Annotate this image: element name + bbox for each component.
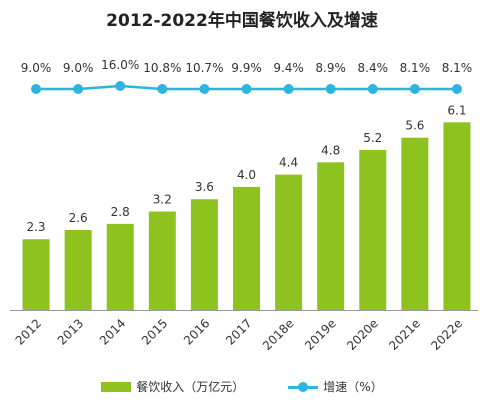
x-tick-label-2015: 2015 bbox=[139, 316, 170, 347]
growth-value-label-2020e: 8.4% bbox=[358, 61, 389, 75]
growth-point-2021e bbox=[409, 84, 420, 94]
x-tick-label-2019e: 2019e bbox=[302, 316, 339, 353]
legend-label-revenue: 餐饮收入（万亿元） bbox=[136, 380, 245, 394]
bar-2019e bbox=[317, 162, 345, 310]
growth-value-label-2018e: 9.4% bbox=[273, 61, 304, 75]
bar-2021e bbox=[401, 137, 429, 310]
bar-2018e bbox=[275, 174, 303, 310]
bar-group bbox=[22, 122, 471, 310]
bar-value-label-2012: 2.3 bbox=[26, 220, 45, 234]
x-tick-label-2022e: 2022e bbox=[428, 316, 465, 353]
x-tick-label-2021e: 2021e bbox=[386, 316, 423, 353]
bar-value-label-2017: 4.0 bbox=[237, 168, 256, 182]
growth-point-2022e bbox=[451, 84, 462, 94]
x-tick-label-2013: 2013 bbox=[55, 316, 86, 347]
bar-value-label-2016: 3.6 bbox=[195, 180, 214, 194]
growth-point-2016 bbox=[199, 84, 210, 94]
growth-point-2019e bbox=[325, 84, 336, 94]
growth-point-2020e bbox=[367, 84, 378, 94]
chart-title: 2012-2022年中国餐饮收入及增速 bbox=[106, 11, 378, 31]
bar-2014 bbox=[106, 223, 134, 310]
growth-point-2013 bbox=[73, 84, 84, 94]
growth-point-2014 bbox=[115, 81, 126, 91]
bar-value-label-2022e: 6.1 bbox=[447, 103, 466, 117]
bar-2013 bbox=[64, 230, 92, 310]
x-tick-label-2016: 2016 bbox=[181, 316, 212, 347]
bar-value-labels: 2.3 2.6 2.8 3.2 3.6 4.0 4.4 4.8 5.2 5.6 6.1 bbox=[26, 103, 466, 234]
growth-point-2018e bbox=[283, 84, 294, 94]
bar-2022e bbox=[443, 122, 471, 310]
growth-point-2017 bbox=[241, 84, 252, 94]
bar-2017 bbox=[233, 186, 260, 310]
legend-bar-swatch bbox=[101, 381, 132, 392]
growth-point-2015 bbox=[157, 84, 168, 94]
growth-value-labels: 9.0% 9.0% 16.0% 10.8% 10.7% 9.9% 9.4% 8.9% 8.4% 8… bbox=[21, 58, 472, 75]
legend-item-growth: 增速（%） bbox=[288, 378, 383, 395]
legend: 餐饮收入（万亿元） 增速（%） bbox=[0, 378, 484, 395]
growth-value-label-2012: 9.0% bbox=[21, 61, 52, 75]
x-tick-label-2020e: 2020e bbox=[344, 316, 381, 353]
bar-value-label-2019e: 4.8 bbox=[321, 143, 340, 157]
growth-value-label-2014: 16.0% bbox=[101, 58, 139, 72]
bar-value-label-2015: 3.2 bbox=[153, 193, 172, 207]
x-tick-label-2017: 2017 bbox=[223, 316, 254, 347]
legend-item-revenue: 餐饮收入（万亿元） bbox=[101, 378, 244, 395]
growth-value-label-2022e: 8.1% bbox=[442, 61, 473, 75]
growth-point-2012 bbox=[31, 84, 42, 94]
x-tick-labels: 2012 2013 2014 2015 2016 2017 2018e 2019e 2020e 2… bbox=[13, 316, 465, 353]
legend-label-growth: 增速（%） bbox=[323, 380, 383, 394]
growth-value-label-2013: 9.0% bbox=[63, 61, 94, 75]
growth-value-label-2016: 10.7% bbox=[185, 61, 223, 75]
bar-value-label-2020e: 5.2 bbox=[363, 131, 382, 145]
bar-2015 bbox=[148, 211, 176, 310]
bar-2020e bbox=[359, 150, 387, 310]
x-tick-label-2018e: 2018e bbox=[260, 316, 297, 353]
x-tick-label-2014: 2014 bbox=[97, 316, 128, 347]
bar-value-label-2013: 2.6 bbox=[69, 211, 88, 225]
legend-line-swatch bbox=[288, 381, 319, 392]
growth-value-label-2019e: 8.9% bbox=[315, 61, 346, 75]
bar-2016 bbox=[190, 199, 218, 310]
bar-2012 bbox=[22, 239, 50, 310]
growth-value-label-2021e: 8.1% bbox=[400, 61, 431, 75]
x-tick-label-2012: 2012 bbox=[13, 316, 44, 347]
bar-value-label-2014: 2.8 bbox=[111, 205, 130, 219]
growth-value-label-2015: 10.8% bbox=[143, 61, 181, 75]
growth-line-series bbox=[31, 81, 462, 94]
growth-value-label-2017: 9.9% bbox=[231, 61, 262, 75]
bar-value-label-2021e: 5.6 bbox=[405, 119, 424, 133]
bar-value-label-2018e: 4.4 bbox=[279, 156, 298, 170]
